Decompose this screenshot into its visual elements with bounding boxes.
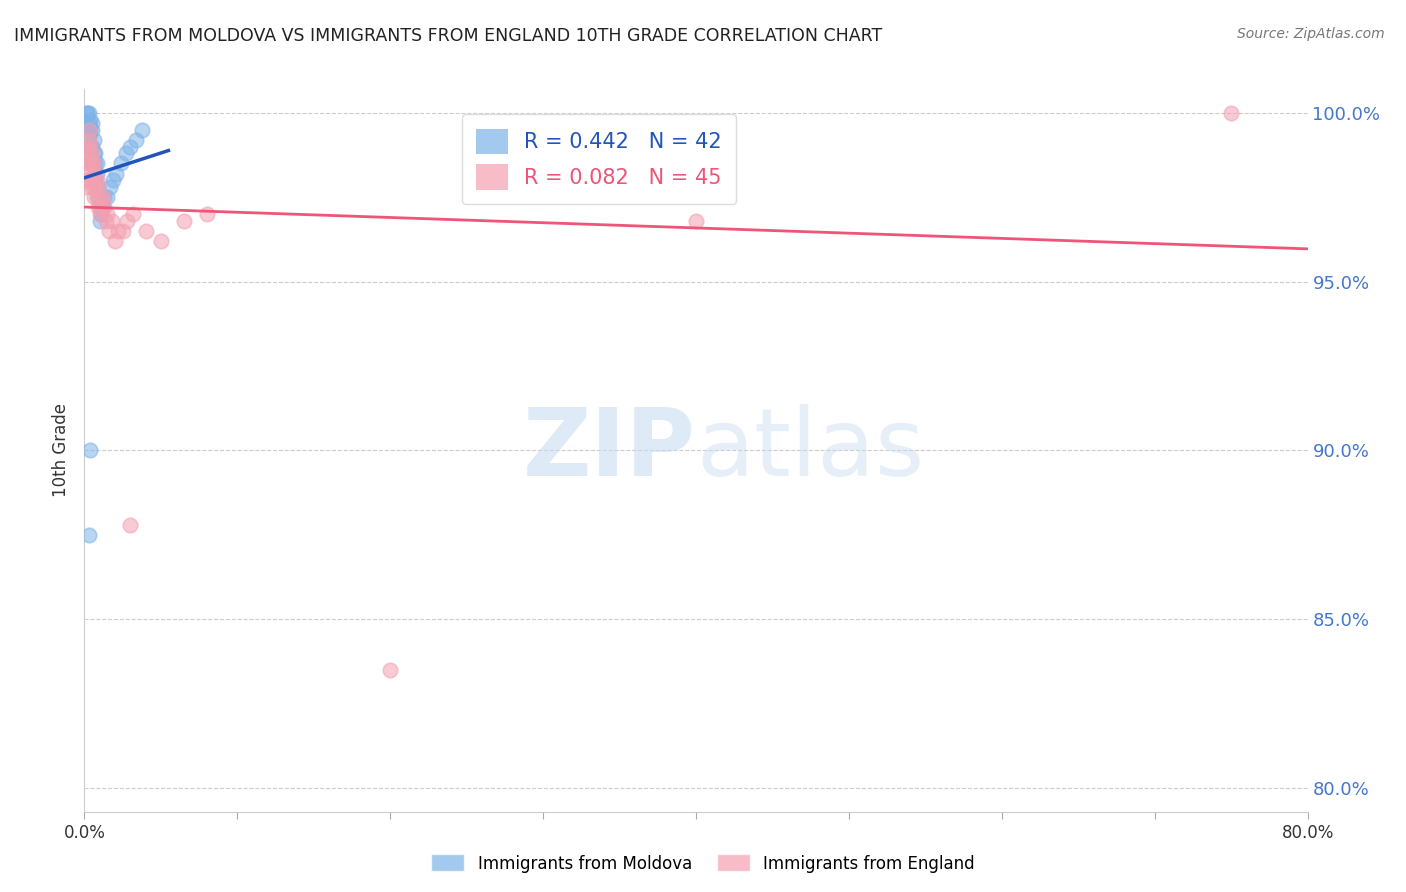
Point bbox=[87, 180, 110, 194]
Point bbox=[75, 116, 97, 130]
Point bbox=[77, 122, 100, 136]
Point bbox=[77, 122, 100, 136]
Point bbox=[173, 214, 195, 228]
Point bbox=[80, 122, 103, 136]
Point bbox=[80, 146, 103, 161]
Point bbox=[110, 156, 132, 170]
Point bbox=[76, 173, 98, 187]
Text: Source: ZipAtlas.com: Source: ZipAtlas.com bbox=[1237, 27, 1385, 41]
Point bbox=[77, 116, 100, 130]
Point bbox=[76, 122, 98, 136]
Text: IMMIGRANTS FROM MOLDOVA VS IMMIGRANTS FROM ENGLAND 10TH GRADE CORRELATION CHART: IMMIGRANTS FROM MOLDOVA VS IMMIGRANTS FR… bbox=[14, 27, 883, 45]
Point bbox=[120, 517, 142, 532]
Point bbox=[115, 214, 138, 228]
Point bbox=[89, 200, 111, 214]
Point bbox=[76, 156, 98, 170]
Point bbox=[75, 139, 97, 153]
Point bbox=[77, 105, 100, 120]
Point bbox=[98, 180, 121, 194]
Point bbox=[135, 224, 157, 238]
Point bbox=[93, 200, 115, 214]
Point bbox=[77, 133, 100, 147]
Point bbox=[77, 129, 100, 144]
Point bbox=[91, 190, 114, 204]
Point bbox=[75, 167, 97, 181]
Point bbox=[89, 207, 111, 221]
Point bbox=[77, 528, 100, 542]
Point bbox=[86, 167, 108, 181]
Point bbox=[114, 146, 136, 161]
Point bbox=[83, 133, 105, 147]
Point bbox=[97, 224, 120, 238]
Point bbox=[83, 156, 105, 170]
Point bbox=[94, 214, 117, 228]
Point bbox=[89, 214, 111, 228]
Legend: R = 0.442   N = 42, R = 0.082   N = 45: R = 0.442 N = 42, R = 0.082 N = 45 bbox=[461, 114, 737, 204]
Point bbox=[86, 173, 108, 187]
Point bbox=[380, 663, 402, 677]
Point bbox=[80, 139, 103, 153]
Point bbox=[80, 156, 103, 170]
Point bbox=[79, 173, 101, 187]
Point bbox=[87, 200, 110, 214]
Point bbox=[84, 156, 107, 170]
Point bbox=[87, 190, 110, 204]
Point bbox=[96, 190, 118, 204]
Point bbox=[79, 112, 101, 127]
Y-axis label: 10th Grade: 10th Grade bbox=[52, 403, 70, 498]
Point bbox=[104, 234, 127, 248]
Point bbox=[76, 139, 98, 153]
Point bbox=[77, 146, 100, 161]
Point bbox=[83, 190, 105, 204]
Point bbox=[83, 146, 105, 161]
Point bbox=[120, 139, 142, 153]
Point bbox=[87, 180, 110, 194]
Point bbox=[105, 167, 128, 181]
Point bbox=[86, 156, 108, 170]
Point bbox=[90, 200, 112, 214]
Point bbox=[89, 190, 111, 204]
Point bbox=[76, 105, 98, 120]
Point bbox=[79, 156, 101, 170]
Text: atlas: atlas bbox=[696, 404, 924, 497]
Point bbox=[122, 207, 145, 221]
Point bbox=[86, 190, 108, 204]
Point bbox=[79, 122, 101, 136]
Point bbox=[84, 146, 107, 161]
Point bbox=[76, 105, 98, 120]
Point bbox=[84, 167, 107, 181]
Point bbox=[75, 180, 97, 194]
Point bbox=[149, 234, 172, 248]
Point bbox=[131, 122, 153, 136]
Point bbox=[80, 180, 103, 194]
Point bbox=[79, 443, 101, 458]
Point bbox=[80, 116, 103, 130]
Point bbox=[93, 190, 115, 204]
Point bbox=[107, 224, 129, 238]
Point bbox=[111, 224, 134, 238]
Point bbox=[80, 156, 103, 170]
Text: ZIP: ZIP bbox=[523, 404, 696, 497]
Point bbox=[685, 214, 707, 228]
Point bbox=[103, 173, 125, 187]
Point bbox=[195, 207, 218, 221]
Legend: Immigrants from Moldova, Immigrants from England: Immigrants from Moldova, Immigrants from… bbox=[425, 847, 981, 880]
Point bbox=[96, 207, 118, 221]
Point bbox=[79, 139, 101, 153]
Point bbox=[83, 167, 105, 181]
Point bbox=[83, 156, 105, 170]
Point bbox=[79, 139, 101, 153]
Point bbox=[101, 214, 124, 228]
Point bbox=[1220, 105, 1243, 120]
Point bbox=[90, 207, 112, 221]
Point bbox=[91, 200, 114, 214]
Point bbox=[125, 133, 148, 147]
Point bbox=[84, 173, 107, 187]
Point bbox=[84, 180, 107, 194]
